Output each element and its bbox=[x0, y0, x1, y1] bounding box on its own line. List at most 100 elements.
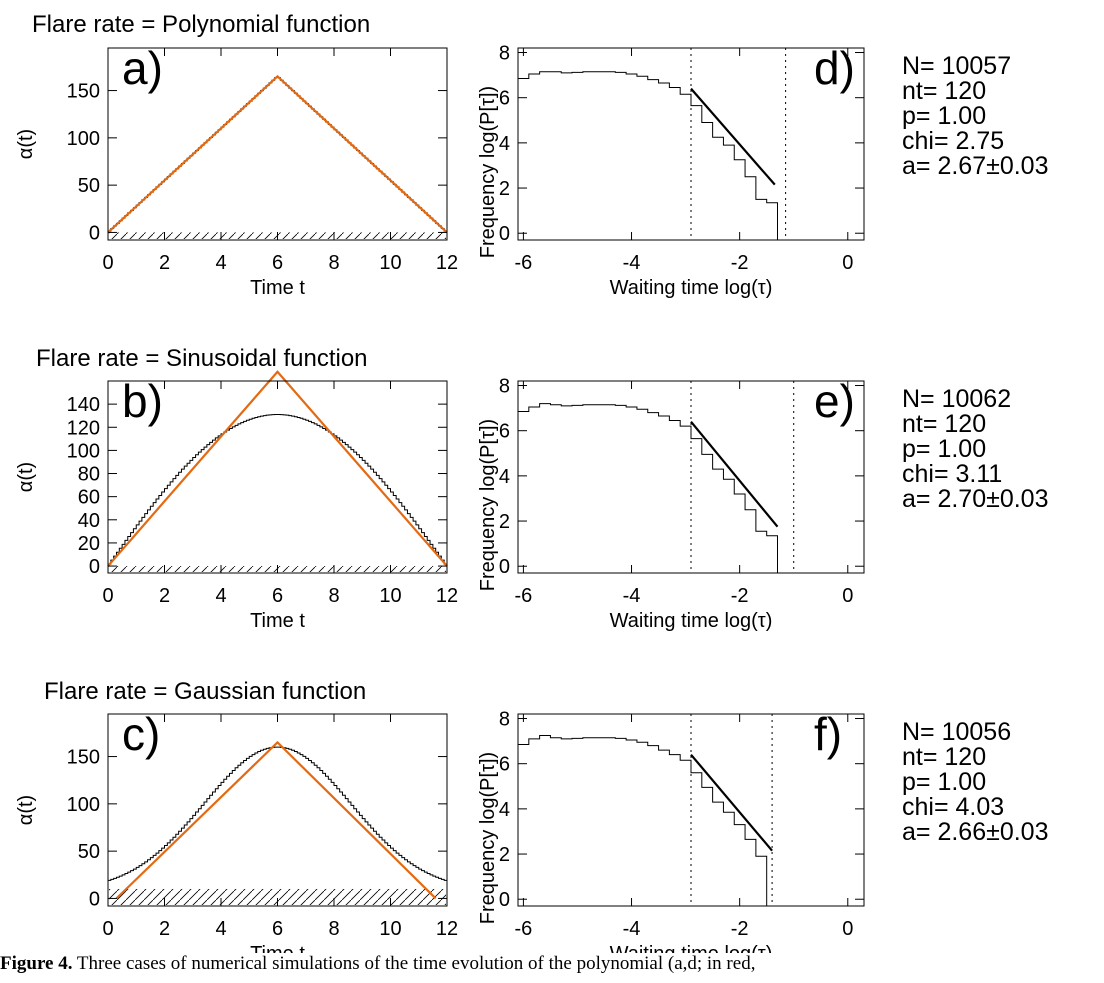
y-tick-label: 4 bbox=[499, 466, 510, 488]
x-axis-label: Waiting time log(τ) bbox=[610, 277, 773, 299]
waiting-time-histogram bbox=[518, 734, 778, 907]
x-tick-label: -2 bbox=[731, 918, 749, 940]
y-tick-label: 50 bbox=[78, 841, 100, 863]
x-tick-label: -2 bbox=[731, 585, 749, 607]
y-tick-label: 0 bbox=[499, 889, 510, 911]
y-tick-label: 6 bbox=[499, 88, 510, 110]
y-tick-label: 8 bbox=[499, 376, 510, 398]
y-tick-label: 8 bbox=[499, 43, 510, 65]
x-tick-label: 8 bbox=[328, 585, 339, 607]
x-axis-label: Time t bbox=[250, 610, 305, 632]
x-tick-label: 0 bbox=[842, 252, 853, 274]
y-tick-label: 100 bbox=[67, 794, 100, 816]
x-tick-label: 2 bbox=[159, 585, 170, 607]
y-tick-label: 4 bbox=[499, 799, 510, 821]
chart-title: Flare rate = Gaussian function bbox=[44, 678, 366, 705]
stat-chi: chi= 3.11 bbox=[902, 460, 1002, 488]
y-tick-label: 4 bbox=[499, 133, 510, 155]
x-tick-label: 10 bbox=[379, 252, 401, 274]
y-tick-label: 80 bbox=[78, 464, 100, 486]
y-tick-label: 2 bbox=[499, 511, 510, 533]
x-tick-label: 0 bbox=[102, 918, 113, 940]
chart-title: Flare rate = Sinusoidal function bbox=[36, 345, 368, 372]
caption-text: Three cases of numerical simulations of … bbox=[76, 953, 756, 974]
stat-slope: a= 2.70±0.03 bbox=[902, 485, 1049, 513]
y-tick-label: 0 bbox=[499, 556, 510, 578]
stat-nt: nt= 120 bbox=[902, 77, 986, 105]
x-tick-label: 6 bbox=[272, 252, 283, 274]
y-tick-label: 0 bbox=[89, 556, 100, 578]
y-axis-label: Frequency log(P[τ]) bbox=[477, 86, 499, 258]
y-tick-label: 20 bbox=[78, 533, 100, 555]
hatched-baseline bbox=[109, 888, 446, 905]
x-axis-label: Waiting time log(τ) bbox=[610, 943, 773, 953]
x-tick-label: 6 bbox=[272, 918, 283, 940]
x-tick-label: -6 bbox=[515, 918, 533, 940]
stat-nt: nt= 120 bbox=[902, 410, 986, 438]
panel-e-waiting-time: -6 -4 -2 0 0 2 4 6 8 Waiting time log(τ) Frequency… bbox=[477, 375, 1049, 632]
y-tick-label: 8 bbox=[499, 709, 510, 731]
power-law-fit-line bbox=[690, 753, 773, 852]
stat-p: p= 1.00 bbox=[902, 435, 986, 463]
x-axis-label: Waiting time log(τ) bbox=[610, 610, 773, 632]
x-tick-label: 4 bbox=[215, 585, 226, 607]
stat-n: N= 10062 bbox=[902, 385, 1011, 413]
y-axis-label: α(t) bbox=[15, 795, 37, 825]
x-tick-label: 12 bbox=[436, 918, 458, 940]
y-tick-label: 150 bbox=[67, 747, 100, 769]
y-tick-label: 60 bbox=[78, 487, 100, 509]
panel-letter: f) bbox=[814, 708, 842, 760]
flare-rate-fit-line bbox=[115, 740, 437, 900]
x-tick-label: -6 bbox=[515, 252, 533, 274]
y-tick-label: 50 bbox=[78, 175, 100, 197]
x-tick-label: 12 bbox=[436, 252, 458, 274]
y-tick-label: 100 bbox=[67, 440, 100, 462]
x-tick-label: 6 bbox=[272, 585, 283, 607]
flare-rate-fit-line bbox=[107, 370, 448, 567]
stat-nt: nt= 120 bbox=[902, 743, 986, 771]
y-axis-label: Frequency log(P[τ]) bbox=[477, 752, 499, 924]
x-tick-label: 10 bbox=[379, 585, 401, 607]
y-axis-label: α(t) bbox=[15, 462, 37, 492]
y-tick-label: 100 bbox=[67, 128, 100, 150]
x-tick-label: -2 bbox=[731, 252, 749, 274]
x-tick-label: 8 bbox=[328, 918, 339, 940]
waiting-time-histogram bbox=[518, 71, 789, 241]
panel-letter: a) bbox=[122, 42, 163, 94]
flare-rate-histogram bbox=[108, 746, 447, 881]
figure-caption: Figure 4. Three cases of numerical simul… bbox=[0, 953, 1104, 983]
panel-letter: d) bbox=[814, 42, 855, 94]
x-tick-label: 0 bbox=[842, 918, 853, 940]
stat-chi: chi= 4.03 bbox=[902, 793, 1004, 821]
y-tick-label: 150 bbox=[67, 81, 100, 103]
panel-c-gaussian: 0 2 4 6 8 10 12 0 50 100 150 Time t α(t) c) Flare rate… bbox=[15, 678, 458, 953]
y-tick-label: 0 bbox=[499, 223, 510, 245]
x-tick-label: 0 bbox=[102, 252, 113, 274]
stat-slope: a= 2.67±0.03 bbox=[902, 152, 1049, 180]
panel-a-polynomial: 0 2 4 6 8 10 12 0 50 100 150 Time t α(t) a) Flare rate… bbox=[15, 11, 458, 299]
y-tick-label: 6 bbox=[499, 754, 510, 776]
x-tick-label: 4 bbox=[215, 918, 226, 940]
x-tick-label: 10 bbox=[379, 918, 401, 940]
plot-frame bbox=[517, 47, 865, 241]
stat-n: N= 10056 bbox=[902, 718, 1011, 746]
stat-p: p= 1.00 bbox=[902, 102, 986, 130]
y-tick-label: 0 bbox=[89, 222, 100, 244]
caption-label: Figure 4. bbox=[0, 953, 73, 974]
y-tick-label: 0 bbox=[89, 888, 100, 910]
y-tick-label: 2 bbox=[499, 844, 510, 866]
x-axis-label: Time t bbox=[250, 277, 305, 299]
flare-rate-histogram bbox=[108, 77, 447, 232]
x-tick-label: 2 bbox=[159, 252, 170, 274]
x-tick-label: 0 bbox=[102, 585, 113, 607]
waiting-time-histogram bbox=[518, 403, 789, 574]
stat-n: N= 10057 bbox=[902, 52, 1011, 80]
plot-frame bbox=[517, 380, 865, 574]
y-axis-label: α(t) bbox=[15, 129, 37, 159]
y-tick-label: 6 bbox=[499, 421, 510, 443]
flare-rate-fit-line bbox=[107, 74, 448, 234]
panel-letter: c) bbox=[122, 708, 160, 760]
x-tick-label: -4 bbox=[623, 252, 641, 274]
